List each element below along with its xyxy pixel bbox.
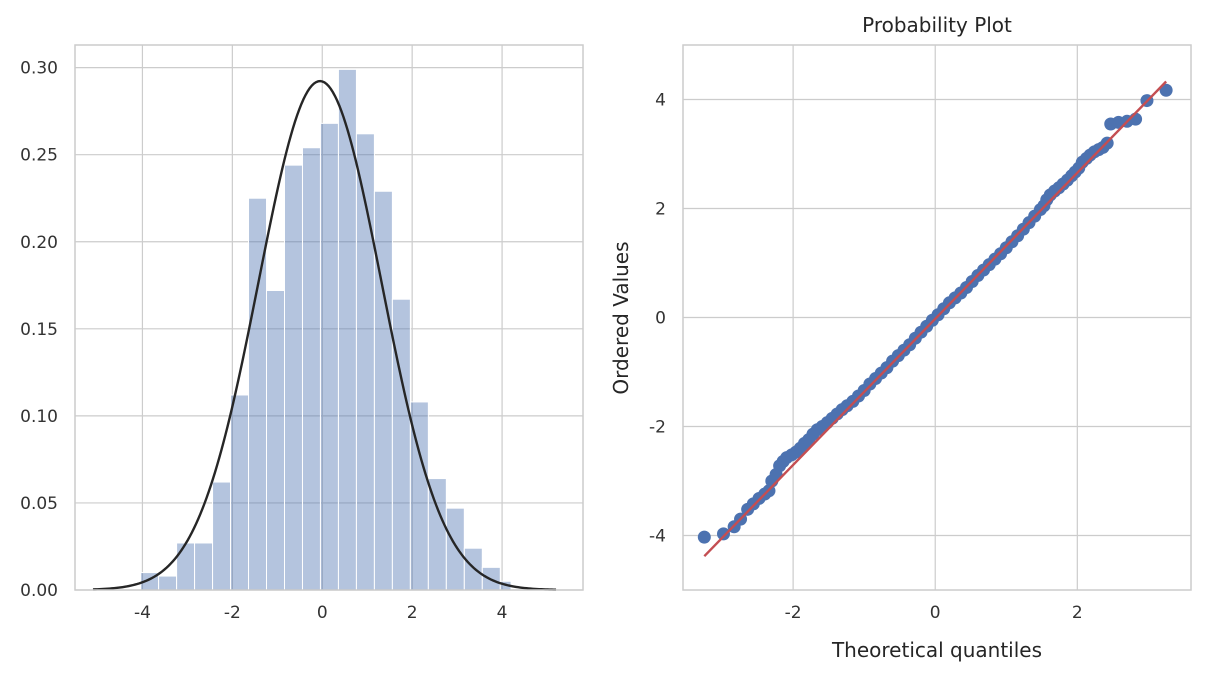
histogram-chart: -4 -2 0 2 4 0.00 0.05 0.10 0.15 0.20 0.25 0.30 xyxy=(20,44,584,623)
probability-plot-x-tick-label: 2 xyxy=(1072,603,1083,623)
fit-line xyxy=(703,80,1167,558)
histogram-x-tick-label: 2 xyxy=(407,603,418,623)
histogram-bar xyxy=(194,542,214,591)
normal-fit-curve xyxy=(92,79,557,591)
histogram-x-tick-label: -4 xyxy=(134,603,151,623)
probability-plot-y-axis-label: Ordered Values xyxy=(609,241,633,394)
histogram-bar xyxy=(337,68,357,591)
histogram-bar xyxy=(373,190,393,591)
histogram-y-tick-label: 0.10 xyxy=(20,407,58,427)
quantile-point xyxy=(1159,83,1173,97)
histogram-bar xyxy=(445,507,465,591)
histogram-x-tick-labels: -4 -2 0 2 4 xyxy=(134,603,508,623)
histogram-y-tick-label: 0.05 xyxy=(20,494,58,514)
probability-plot-x-tick-label: -2 xyxy=(785,603,802,623)
probability-plot-x-axis-label: Theoretical quantiles xyxy=(831,638,1042,662)
probability-plot-chart: -2 0 2 -4 -2 0 2 4 Probability Plot Theoretica… xyxy=(609,13,1192,662)
quantile-point xyxy=(697,530,711,544)
histogram-y-tick-labels: 0.00 0.05 0.10 0.15 0.20 0.25 0.30 xyxy=(20,59,58,601)
histogram-bar xyxy=(391,298,411,591)
histogram-y-tick-label: 0.00 xyxy=(20,581,58,601)
probability-plot-title: Probability Plot xyxy=(862,13,1012,37)
histogram-bar xyxy=(176,542,196,591)
histogram-y-tick-label: 0.20 xyxy=(20,233,58,253)
probability-plot-y-tick-label: 2 xyxy=(655,200,666,220)
probability-plot-y-tick-label: -2 xyxy=(649,418,666,438)
histogram-bar xyxy=(158,575,178,591)
histogram-grid xyxy=(75,45,583,591)
histogram-bar xyxy=(230,394,250,591)
histogram-x-tick-label: 0 xyxy=(317,603,328,623)
histogram-y-tick-label: 0.30 xyxy=(20,59,58,79)
histogram-y-tick-label: 0.15 xyxy=(20,320,58,340)
histogram-y-tick-label: 0.25 xyxy=(20,146,58,166)
histogram-bar xyxy=(301,147,321,591)
probability-plot-y-tick-label: 0 xyxy=(655,309,666,329)
probability-plot-y-tick-label: 4 xyxy=(655,91,666,111)
histogram-bar xyxy=(427,478,447,591)
normal-fit-curve-group xyxy=(92,79,557,591)
histogram-bar xyxy=(283,164,303,591)
histogram-bar xyxy=(266,290,285,591)
histogram-plot-area xyxy=(75,45,583,590)
quantile-point xyxy=(716,527,730,541)
probability-plot-x-tick-labels: -2 0 2 xyxy=(785,603,1083,623)
probability-plot-frame xyxy=(682,44,1192,591)
probability-plot-x-tick-label: 0 xyxy=(930,603,941,623)
probability-plot-y-tick-label: -4 xyxy=(649,527,666,547)
probability-plot-y-tick-labels: -4 -2 0 2 4 xyxy=(649,91,666,547)
fit-line-group xyxy=(703,80,1167,558)
histogram-bar xyxy=(319,122,339,591)
histogram-x-tick-label: -2 xyxy=(224,603,241,623)
histogram-frame xyxy=(74,44,584,591)
histogram-bar xyxy=(212,481,232,591)
histogram-x-tick-label: 4 xyxy=(497,603,508,623)
